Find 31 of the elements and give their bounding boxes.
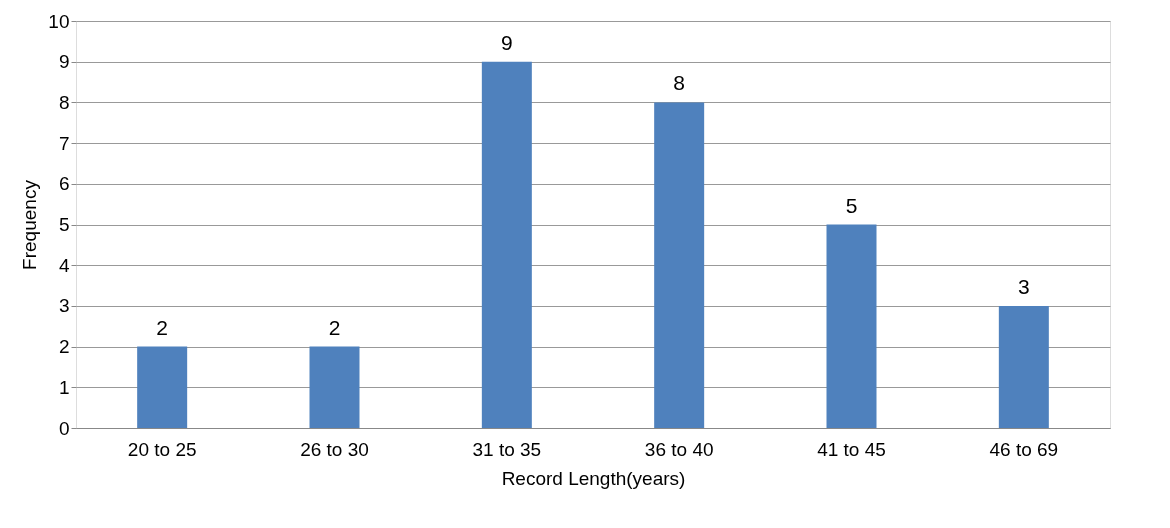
y-tick-label: 5 xyxy=(58,214,70,235)
data-label: 8 xyxy=(673,71,686,95)
y-tick-label: 6 xyxy=(58,173,70,195)
bar xyxy=(826,224,877,428)
bar xyxy=(309,346,360,428)
x-tick-label: 20 to 25 xyxy=(127,438,197,460)
x-tick-label: 41 to 45 xyxy=(817,438,886,460)
x-axis-title: Record Length(years) xyxy=(501,467,686,489)
bar xyxy=(654,102,705,428)
y-axis-title: Frequency xyxy=(19,179,41,270)
bar xyxy=(481,61,532,428)
bar xyxy=(998,305,1049,428)
x-tick-label: 26 to 30 xyxy=(300,438,369,460)
y-tick-label: 4 xyxy=(58,254,70,276)
y-tick-label: 3 xyxy=(58,295,70,317)
x-tick-label: 31 to 35 xyxy=(472,438,542,460)
y-tick-label: 7 xyxy=(58,132,70,154)
y-tick-label: 0 xyxy=(58,417,70,439)
y-tick-label: 9 xyxy=(58,51,70,73)
data-label: 9 xyxy=(500,30,513,54)
bar xyxy=(137,346,188,428)
x-tick-label: 46 to 69 xyxy=(989,438,1059,460)
y-tick-label: 2 xyxy=(58,336,70,358)
x-tick-label: 36 to 40 xyxy=(644,438,714,460)
data-label: 2 xyxy=(156,315,169,339)
y-tick-label: 1 xyxy=(58,376,70,398)
y-tick-label: 10 xyxy=(48,10,70,32)
y-tick-label: 8 xyxy=(58,91,70,113)
data-label: 3 xyxy=(1017,274,1030,298)
data-label: 2 xyxy=(328,315,341,339)
data-label: 5 xyxy=(845,193,858,217)
